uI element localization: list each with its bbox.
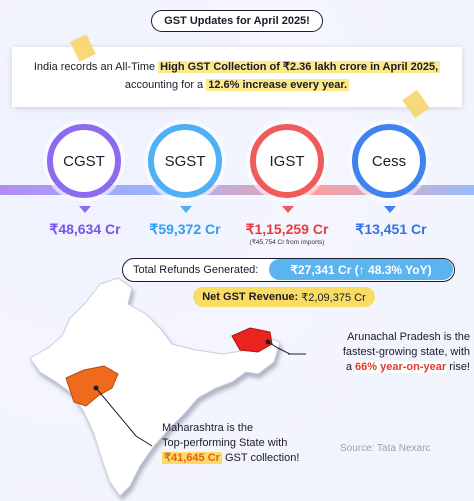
callout-connector (288, 353, 306, 355)
net-revenue-value: ₹2,09,375 Cr (301, 291, 366, 304)
cgst-circle: CGST (47, 124, 121, 198)
india-map (29, 277, 290, 497)
callout-text: a (345, 361, 356, 373)
callout-text: Top-performing State with (162, 437, 288, 449)
tape-decoration (70, 34, 96, 62)
callout-text: fastest-growing state, with (342, 346, 470, 358)
callout-highlight: 66% year-on-year (355, 361, 447, 373)
refunds-pill: Total Refunds Generated: ₹27,341 Cr (↑ 4… (122, 258, 455, 282)
callout-text: Arunachal Pradesh is the (347, 331, 470, 343)
color-band (0, 185, 474, 195)
tax-name: Cess (371, 152, 407, 170)
igst-imports-note: (₹45,754 Cr from imports) (249, 239, 325, 246)
maharashtra-state (65, 365, 119, 407)
india-map-shape (29, 277, 281, 497)
cess-circle: Cess (352, 124, 426, 198)
note-highlight: 12.6% increase every year. (206, 79, 350, 91)
note-text: accounting for a (124, 79, 207, 91)
callout-text: Maharashtra is the (162, 422, 254, 434)
source-credit: Source: Tata Nexarc (340, 443, 431, 454)
sgst-value: ₹59,372 Cr (149, 221, 221, 237)
refunds-value: ₹27,341 Cr (↑ 48.3% YoY) (269, 259, 453, 280)
callout-dot (265, 339, 271, 345)
arunachal-callout: Arunachal Pradesh is the fastest-growing… (304, 330, 470, 375)
callout-dot (93, 385, 99, 391)
callout-line (267, 341, 290, 355)
sgst-circle: SGST (148, 124, 222, 198)
callout-text: rise! (446, 361, 470, 373)
refunds-label: Total Refunds Generated: (133, 264, 259, 276)
cgst-value: ₹48,634 Cr (49, 221, 121, 237)
pointer-icon (79, 206, 91, 213)
tax-name: IGST (269, 152, 305, 170)
callout-highlight: ₹41,645 Cr (162, 452, 222, 464)
note-highlight: High GST Collection of ₹2.36 lakh crore … (158, 61, 441, 73)
net-revenue-pill: Net GST Revenue: ₹2,09,375 Cr (193, 287, 375, 307)
igst-value: ₹1,15,259 Cr (245, 221, 329, 237)
pointer-icon (282, 206, 294, 213)
note-text: India records an All-Time (33, 61, 159, 73)
callout-text: GST collection! (221, 452, 300, 464)
pointer-icon (180, 206, 192, 213)
cess-value: ₹13,451 Cr (355, 221, 427, 237)
tax-name: SGST (164, 152, 206, 170)
tax-name: CGST (63, 152, 105, 170)
igst-circle: IGST (250, 124, 324, 198)
maharashtra-callout: Maharashtra is the Top-performing State … (162, 421, 332, 466)
headline-note: India records an All-Time High GST Colle… (12, 34, 462, 119)
net-revenue-label: Net GST Revenue: (202, 291, 299, 303)
tape-decoration (402, 89, 430, 119)
callout-line (95, 387, 153, 447)
page-title: GST Updates for April 2025! (151, 10, 323, 32)
pointer-icon (384, 206, 396, 213)
